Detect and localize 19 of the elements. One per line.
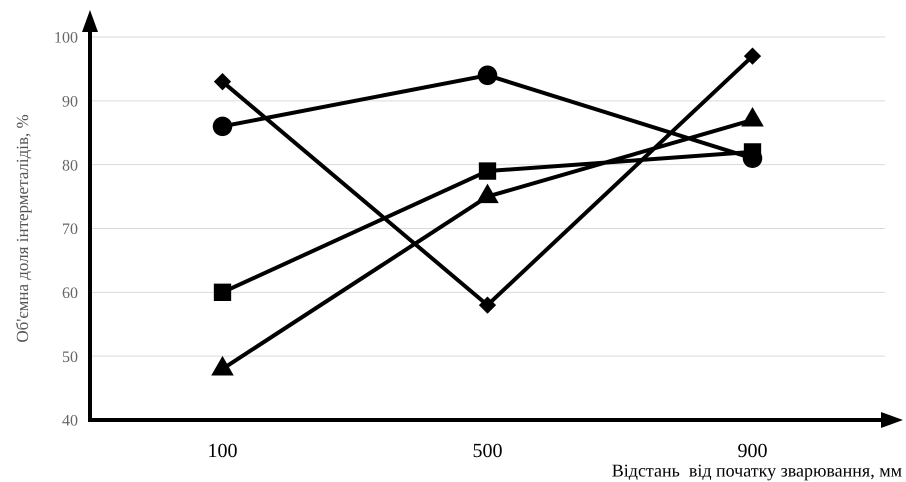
point xyxy=(478,66,498,86)
point xyxy=(212,116,232,136)
point xyxy=(478,162,496,180)
point xyxy=(478,296,496,314)
y-axis-title: Об'ємна доля інтерметалідів, % xyxy=(12,114,32,343)
point xyxy=(214,284,232,301)
x-tick-label: 900 xyxy=(738,440,768,462)
y-tick-label: 100 xyxy=(54,30,78,47)
point xyxy=(744,48,762,65)
x-tick-label: 100 xyxy=(208,440,238,462)
x-axis-title: Відстань від початку зварювання, мм xyxy=(612,460,902,480)
y-tick-label: 70 xyxy=(62,221,78,238)
x-tick-label: 500 xyxy=(472,440,502,462)
y-tick-label: 50 xyxy=(62,348,78,366)
point xyxy=(214,73,232,90)
y-tick-label: 60 xyxy=(62,284,78,302)
y-tick-label: 80 xyxy=(62,157,78,174)
y-tick-label: 40 xyxy=(62,412,78,430)
y-tick-label: 90 xyxy=(62,93,78,110)
